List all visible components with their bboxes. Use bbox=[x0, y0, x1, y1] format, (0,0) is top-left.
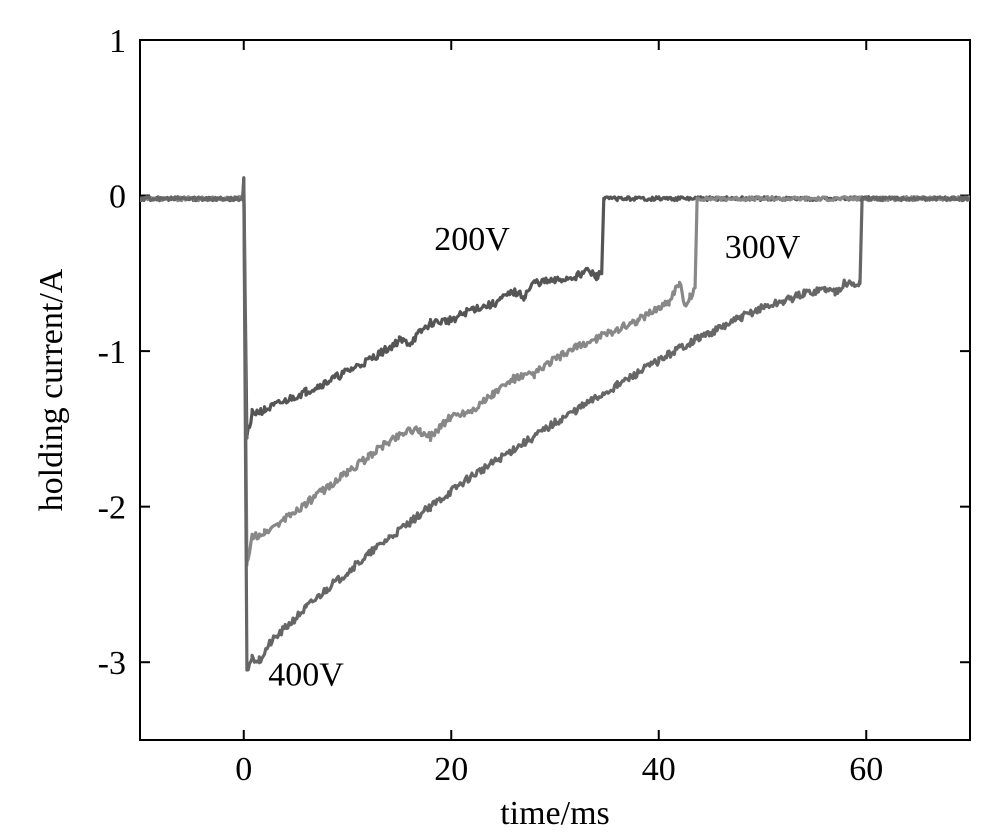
x-tick-label: 0 bbox=[235, 751, 252, 788]
series-300V bbox=[140, 182, 970, 565]
y-tick-label: 0 bbox=[109, 178, 126, 215]
series-400V bbox=[140, 178, 970, 670]
x-tick-label: 60 bbox=[849, 751, 883, 788]
series-200V bbox=[140, 178, 970, 438]
chart-container: 0 20 40 60 -3 -2 -1 0 1 time/ms holding current/A 2… bbox=[0, 0, 1000, 834]
annotation-400V: 400V bbox=[268, 657, 344, 694]
annotation-200V: 200V bbox=[434, 221, 510, 258]
annotation-300V: 300V bbox=[725, 229, 801, 266]
series-group bbox=[140, 178, 970, 670]
line-chart: 0 20 40 60 -3 -2 -1 0 1 time/ms holding current/A 2… bbox=[0, 0, 1000, 834]
y-tick-label: -3 bbox=[98, 645, 126, 682]
y-tick-label: -1 bbox=[98, 334, 126, 371]
x-tick-label: 40 bbox=[642, 751, 676, 788]
plot-frame bbox=[140, 40, 970, 740]
x-tick-label: 20 bbox=[434, 751, 468, 788]
y-axis-label: holding current/A bbox=[33, 268, 70, 511]
x-axis-label: time/ms bbox=[500, 795, 610, 832]
y-tick-label: -2 bbox=[98, 490, 126, 527]
y-tick-label: 1 bbox=[109, 23, 126, 60]
